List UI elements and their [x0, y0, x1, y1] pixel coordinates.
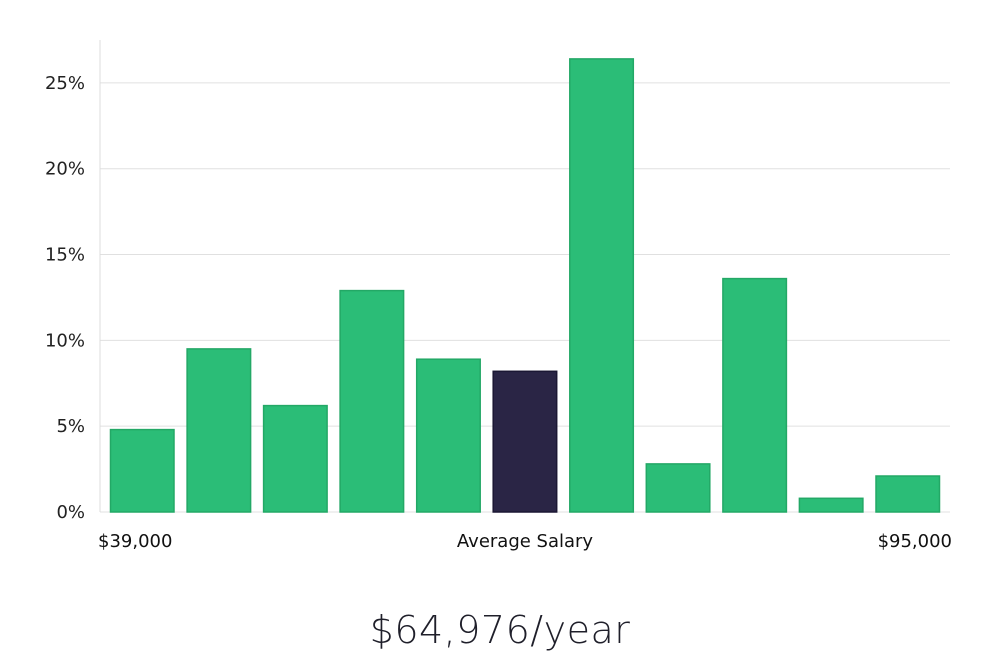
- y-tick-label: 20%: [45, 159, 85, 180]
- x-axis-title: Average Salary: [457, 531, 594, 552]
- bar: [186, 348, 252, 513]
- y-tick-label: 25%: [45, 73, 85, 94]
- bar: [415, 358, 481, 513]
- bar: [722, 277, 788, 513]
- x-max-label: $95,000: [878, 531, 952, 552]
- y-tick-label: 15%: [45, 245, 85, 266]
- salary-histogram: 0%5%10%15%20%25% $39,000 Average Salary …: [45, 40, 952, 552]
- y-tick-label: 5%: [56, 416, 85, 437]
- y-tick-label: 0%: [56, 502, 85, 523]
- bars: [109, 58, 941, 513]
- bar: [645, 463, 711, 513]
- y-axis-ticks: 0% 5% 10% 15% 20% 25%: [45, 73, 85, 523]
- bar: [262, 404, 328, 513]
- bar: [798, 497, 864, 513]
- bar: [569, 58, 635, 513]
- bar: [109, 428, 175, 513]
- bar-average-salary: [492, 370, 558, 513]
- average-salary-value: $64,976/year: [369, 608, 631, 652]
- y-tick-label: 10%: [45, 330, 85, 351]
- bar: [875, 475, 941, 513]
- x-min-label: $39,000: [98, 531, 172, 552]
- bar: [339, 289, 405, 513]
